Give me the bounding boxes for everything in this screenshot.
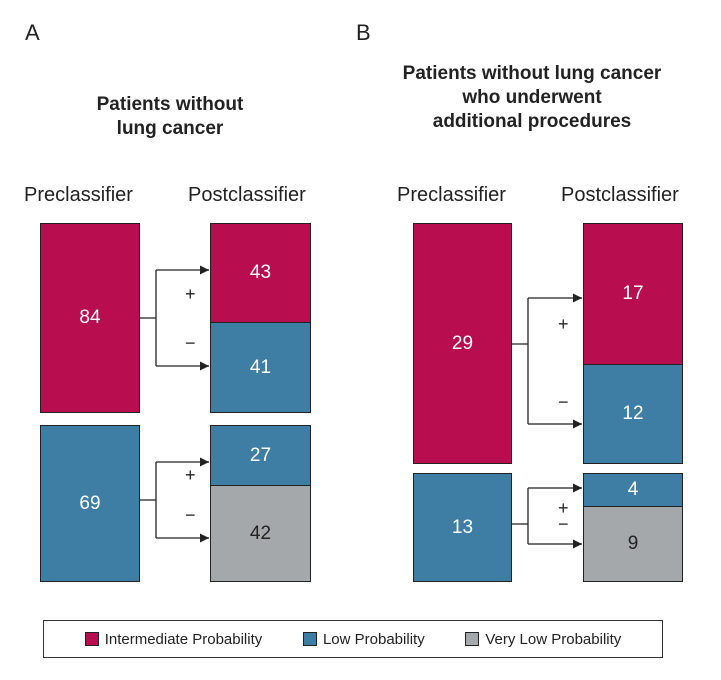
panel-a-group1-connector [140, 269, 208, 367]
legend-item-low: Low Probability [302, 630, 425, 648]
intermediate-swatch [84, 632, 99, 646]
legend-label-low: Low Probability [322, 630, 425, 648]
legend: Intermediate Probability Low Probability… [43, 620, 663, 658]
panel-b-group1-minus-sign: − [558, 392, 569, 412]
panel-a-group2-plus-sign: + [185, 465, 196, 485]
legend-label-intermediate: Intermediate Probability [104, 630, 263, 648]
legend-label-verylow: Very Low Probability [485, 630, 622, 648]
panel-b-letter: B [356, 20, 371, 45]
panel-b-pre-low-box: 13 [413, 473, 512, 582]
legend-item-intermediate: Intermediate Probability [84, 630, 263, 648]
panel-a-preclassifier-header: Preclassifier [24, 184, 133, 206]
panel-a-post-low-box: 41 [210, 322, 311, 413]
panel-b-group2-minus-sign: − [558, 514, 569, 534]
panel-b-title: Patients without lung cancer who underwe… [362, 62, 702, 134]
panel-a-post-intermediate-box: 43 [210, 223, 311, 323]
panel-a-group1-plus-sign: + [185, 284, 196, 304]
panel-a-title: Patients without lung cancer [40, 93, 300, 141]
panel-a-title-line1: Patients without [96, 94, 244, 115]
panel-b-post-low-box: 12 [583, 364, 683, 464]
panel-a-postclassifier-header: Postclassifier [188, 184, 306, 206]
panel-b-pre-intermediate-box: 29 [413, 223, 512, 464]
panel-b-group2-plus-sign: + [558, 498, 569, 518]
panel-b-post-verylow-box: 9 [583, 506, 683, 582]
panel-b-group2-connector [512, 487, 581, 545]
verylow-swatch [465, 632, 480, 646]
panel-a-post-verylow-box: 42 [210, 485, 311, 582]
panel-b-title-line1: Patients without lung cancer [402, 63, 662, 84]
panel-b-preclassifier-header: Preclassifier [397, 184, 506, 206]
panel-a-title-line2: lung cancer [116, 118, 224, 139]
panel-a-post-low-plus-box: 27 [210, 425, 311, 486]
low-swatch [302, 632, 317, 646]
panel-b-group1-plus-sign: + [558, 314, 569, 334]
panel-b-postclassifier-header: Postclassifier [561, 184, 679, 206]
panel-b-group1-connector [512, 297, 581, 425]
panel-a-group1-minus-sign: − [185, 333, 196, 353]
panel-a-pre-low-box: 69 [40, 425, 140, 582]
panel-a-pre-intermediate-box: 84 [40, 223, 140, 413]
panel-b-title-line2: who underwent [462, 87, 602, 108]
panel-a-group2-connector [140, 461, 208, 539]
panel-a-group2-minus-sign: − [185, 505, 196, 525]
panel-a-letter: A [25, 20, 40, 45]
panel-b-post-intermediate-box: 17 [583, 223, 683, 365]
panel-b-title-line3: additional procedures [432, 111, 632, 132]
legend-item-verylow: Very Low Probability [465, 631, 621, 648]
panel-b-post-low-plus-box: 4 [583, 473, 683, 507]
